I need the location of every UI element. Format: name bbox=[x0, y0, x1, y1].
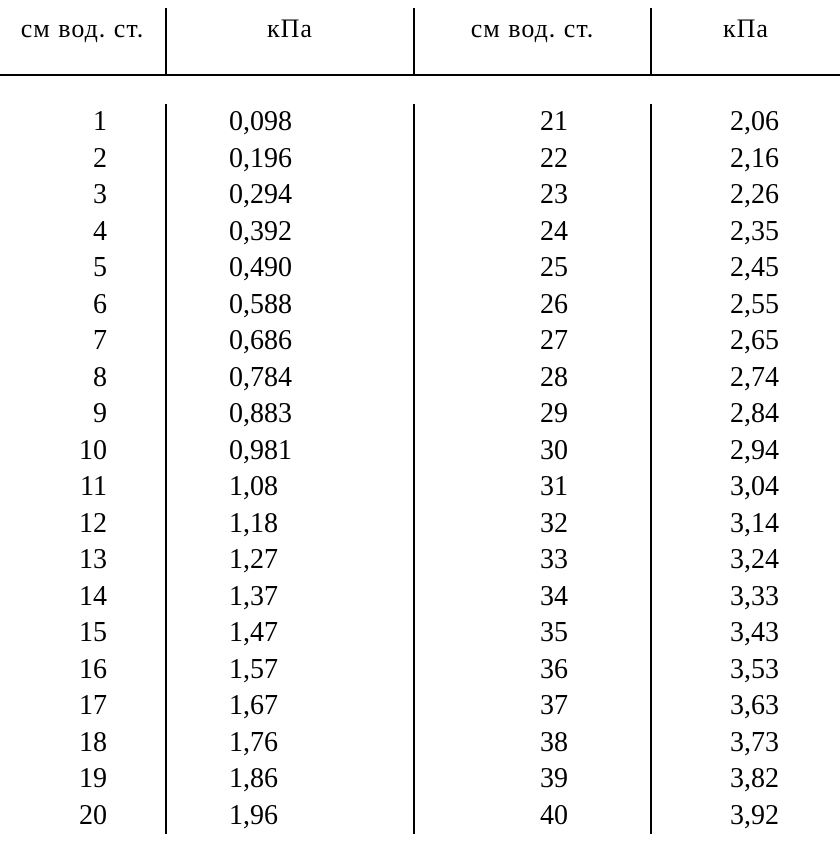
table-cell: 2,65 bbox=[652, 323, 840, 360]
table-cell: 0,392 bbox=[167, 214, 413, 251]
table-cell: 1,37 bbox=[167, 579, 413, 616]
table-cell: 3 bbox=[0, 177, 165, 214]
table-cell: 15 bbox=[0, 615, 165, 652]
table-cell: 3,73 bbox=[652, 725, 840, 762]
table-cell: 34 bbox=[415, 579, 650, 616]
table-cell: 8 bbox=[0, 360, 165, 397]
table-cell: 2,55 bbox=[652, 287, 840, 324]
table-cell: 9 bbox=[0, 396, 165, 433]
table-cell: 31 bbox=[415, 469, 650, 506]
table-cell: 0,588 bbox=[167, 287, 413, 324]
table-cell: 11 bbox=[0, 469, 165, 506]
table-cell: 3,63 bbox=[652, 688, 840, 725]
table-cell: 26 bbox=[415, 287, 650, 324]
table-cell: 2,35 bbox=[652, 214, 840, 251]
conversion-table: см вод. ст. кПа см вод. ст. кПа 1 2 3 4 … bbox=[0, 8, 840, 834]
table-cell: 4 bbox=[0, 214, 165, 251]
table-cell: 3,24 bbox=[652, 542, 840, 579]
table-cell: 2,94 bbox=[652, 433, 840, 470]
table-cell: 14 bbox=[0, 579, 165, 616]
table-cell: 22 bbox=[415, 141, 650, 178]
table-header-row: см вод. ст. кПа см вод. ст. кПа bbox=[0, 8, 840, 76]
table-cell: 28 bbox=[415, 360, 650, 397]
table-cell: 1,18 bbox=[167, 506, 413, 543]
table-cell: 39 bbox=[415, 761, 650, 798]
table-cell: 30 bbox=[415, 433, 650, 470]
table-cell: 0,098 bbox=[167, 104, 413, 141]
table-cell: 27 bbox=[415, 323, 650, 360]
table-cell: 6 bbox=[0, 287, 165, 324]
column-kpa-left: 0,098 0,196 0,294 0,392 0,490 0,588 0,68… bbox=[165, 104, 413, 834]
table-cell: 29 bbox=[415, 396, 650, 433]
table-cell: 37 bbox=[415, 688, 650, 725]
table-cell: 12 bbox=[0, 506, 165, 543]
table-cell: 3,43 bbox=[652, 615, 840, 652]
table-cell: 20 bbox=[0, 798, 165, 835]
table-cell: 2,45 bbox=[652, 250, 840, 287]
table-cell: 2,06 bbox=[652, 104, 840, 141]
table-cell: 10 bbox=[0, 433, 165, 470]
table-cell: 32 bbox=[415, 506, 650, 543]
column-cm-water-right: 21 22 23 24 25 26 27 28 29 30 31 32 33 3… bbox=[413, 104, 650, 834]
table-cell: 0,490 bbox=[167, 250, 413, 287]
table-cell: 1,57 bbox=[167, 652, 413, 689]
table-cell: 0,196 bbox=[167, 141, 413, 178]
table-cell: 3,92 bbox=[652, 798, 840, 835]
table-cell: 35 bbox=[415, 615, 650, 652]
table-cell: 2,16 bbox=[652, 141, 840, 178]
table-cell: 2,84 bbox=[652, 396, 840, 433]
table-cell: 3,82 bbox=[652, 761, 840, 798]
table-cell: 33 bbox=[415, 542, 650, 579]
table-cell: 7 bbox=[0, 323, 165, 360]
table-cell: 2,26 bbox=[652, 177, 840, 214]
table-cell: 1,47 bbox=[167, 615, 413, 652]
table-cell: 1,96 bbox=[167, 798, 413, 835]
table-cell: 0,294 bbox=[167, 177, 413, 214]
table-cell: 19 bbox=[0, 761, 165, 798]
table-cell: 24 bbox=[415, 214, 650, 251]
table-cell: 5 bbox=[0, 250, 165, 287]
table-body: 1 2 3 4 5 6 7 8 9 10 11 12 13 14 15 16 1… bbox=[0, 104, 840, 834]
table-cell: 3,33 bbox=[652, 579, 840, 616]
header-cm-water-2: см вод. ст. bbox=[413, 8, 650, 74]
header-kpa-1: кПа bbox=[165, 8, 413, 74]
table-cell: 3,04 bbox=[652, 469, 840, 506]
table-cell: 0,883 bbox=[167, 396, 413, 433]
table-cell: 16 bbox=[0, 652, 165, 689]
table-cell: 0,784 bbox=[167, 360, 413, 397]
table-cell: 1,08 bbox=[167, 469, 413, 506]
table-cell: 1,67 bbox=[167, 688, 413, 725]
table-cell: 40 bbox=[415, 798, 650, 835]
table-cell: 38 bbox=[415, 725, 650, 762]
table-cell: 23 bbox=[415, 177, 650, 214]
header-cm-water-1: см вод. ст. bbox=[0, 8, 165, 74]
column-cm-water-left: 1 2 3 4 5 6 7 8 9 10 11 12 13 14 15 16 1… bbox=[0, 104, 165, 834]
table-cell: 1,76 bbox=[167, 725, 413, 762]
table-cell: 2,74 bbox=[652, 360, 840, 397]
table-cell: 1,27 bbox=[167, 542, 413, 579]
column-kpa-right: 2,06 2,16 2,26 2,35 2,45 2,55 2,65 2,74 … bbox=[650, 104, 840, 834]
table-cell: 3,14 bbox=[652, 506, 840, 543]
table-cell: 18 bbox=[0, 725, 165, 762]
table-cell: 25 bbox=[415, 250, 650, 287]
table-cell: 0,686 bbox=[167, 323, 413, 360]
table-cell: 13 bbox=[0, 542, 165, 579]
table-cell: 3,53 bbox=[652, 652, 840, 689]
table-cell: 1 bbox=[0, 104, 165, 141]
table-cell: 17 bbox=[0, 688, 165, 725]
table-cell: 0,981 bbox=[167, 433, 413, 470]
table-cell: 36 bbox=[415, 652, 650, 689]
header-kpa-2: кПа bbox=[650, 8, 840, 74]
table-cell: 21 bbox=[415, 104, 650, 141]
table-cell: 1,86 bbox=[167, 761, 413, 798]
table-cell: 2 bbox=[0, 141, 165, 178]
